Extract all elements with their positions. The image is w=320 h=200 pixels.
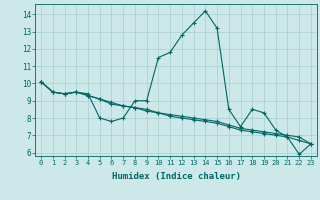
X-axis label: Humidex (Indice chaleur): Humidex (Indice chaleur) xyxy=(111,172,241,181)
